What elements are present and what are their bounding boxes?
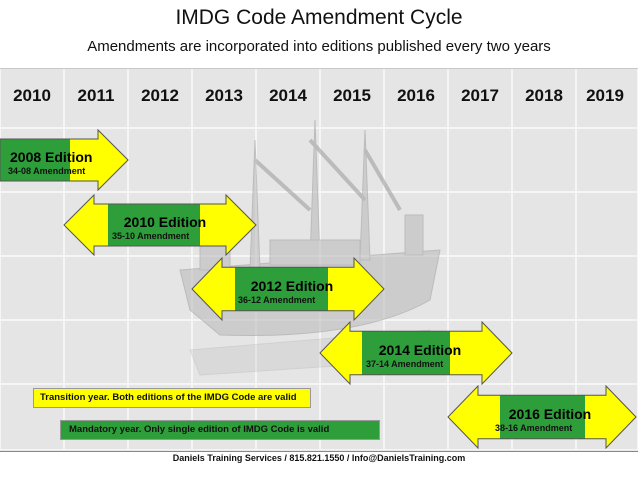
grid-cell — [448, 128, 512, 192]
edition-arrow-shape — [0, 128, 129, 192]
edition-title: 2016 Edition — [508, 406, 592, 422]
edition-title: 2014 Edition — [378, 342, 462, 358]
grid-cell — [128, 68, 192, 128]
edition-arrow-shape — [319, 320, 513, 386]
edition-arrow-shape — [63, 193, 257, 257]
edition-arrow-shape — [447, 384, 637, 450]
year-label: 2014 — [269, 86, 307, 105]
grid-cell — [128, 256, 192, 320]
year-label: 2019 — [586, 86, 624, 105]
grid-cell — [576, 256, 638, 320]
grid-cell — [0, 320, 64, 384]
grid-cell — [128, 320, 192, 384]
edition-amendment: 37-14 Amendment — [366, 359, 444, 369]
year-label: 2017 — [461, 86, 499, 105]
edition-arrow-shape — [191, 256, 385, 322]
year-label: 2013 — [205, 86, 243, 105]
grid-cell — [512, 320, 576, 384]
year-label: 2012 — [141, 86, 179, 105]
grid-cell — [512, 256, 576, 320]
diagram-title: IMDG Code Amendment Cycle — [175, 6, 463, 29]
edition-title: 2012 Edition — [250, 278, 334, 294]
year-label: 2011 — [77, 86, 115, 105]
edition-amendment: 36-12 Amendment — [238, 295, 316, 305]
edition-amendment: 34-08 Amendment — [8, 166, 86, 176]
year-label: 2018 — [525, 86, 563, 105]
grid-cell — [576, 320, 638, 384]
edition-title: 2008 Edition — [10, 149, 93, 165]
grid-cell — [0, 256, 64, 320]
legend-transition-year: Transition year. Both editions of the IM… — [33, 388, 311, 408]
grid-cell — [192, 68, 256, 128]
grid-cell — [448, 192, 512, 256]
grid-cell — [64, 68, 128, 128]
grid-cell — [0, 68, 64, 128]
legend-mandatory-year: Mandatory year. Only single edition of I… — [60, 420, 380, 440]
grid-cell — [256, 128, 320, 192]
year-label: 2015 — [333, 86, 371, 105]
edition-title: 2010 Edition — [123, 214, 207, 230]
diagram-subtitle: Amendments are incorporated into edition… — [87, 38, 551, 55]
edition-amendment: 38-16 Amendment — [495, 423, 573, 433]
grid-cell — [320, 68, 384, 128]
grid-cell — [448, 68, 512, 128]
grid-cell — [512, 128, 576, 192]
grid-cell — [64, 320, 128, 384]
grid-cell — [576, 192, 638, 256]
grid-cell — [448, 256, 512, 320]
grid-cell — [512, 68, 576, 128]
year-label: 2016 — [397, 86, 435, 105]
grid-cell — [64, 256, 128, 320]
footer-contact: Daniels Training Services / 815.821.1550… — [172, 453, 466, 463]
grid-cell — [256, 68, 320, 128]
grid-cell — [192, 128, 256, 192]
grid-cell — [512, 192, 576, 256]
edition-amendment: 35-10 Amendment — [112, 231, 190, 241]
grid-cell — [384, 68, 448, 128]
grid-cell — [384, 128, 448, 192]
grid-cell — [0, 192, 64, 256]
grid-cell — [576, 128, 638, 192]
year-label: 2010 — [13, 86, 51, 105]
